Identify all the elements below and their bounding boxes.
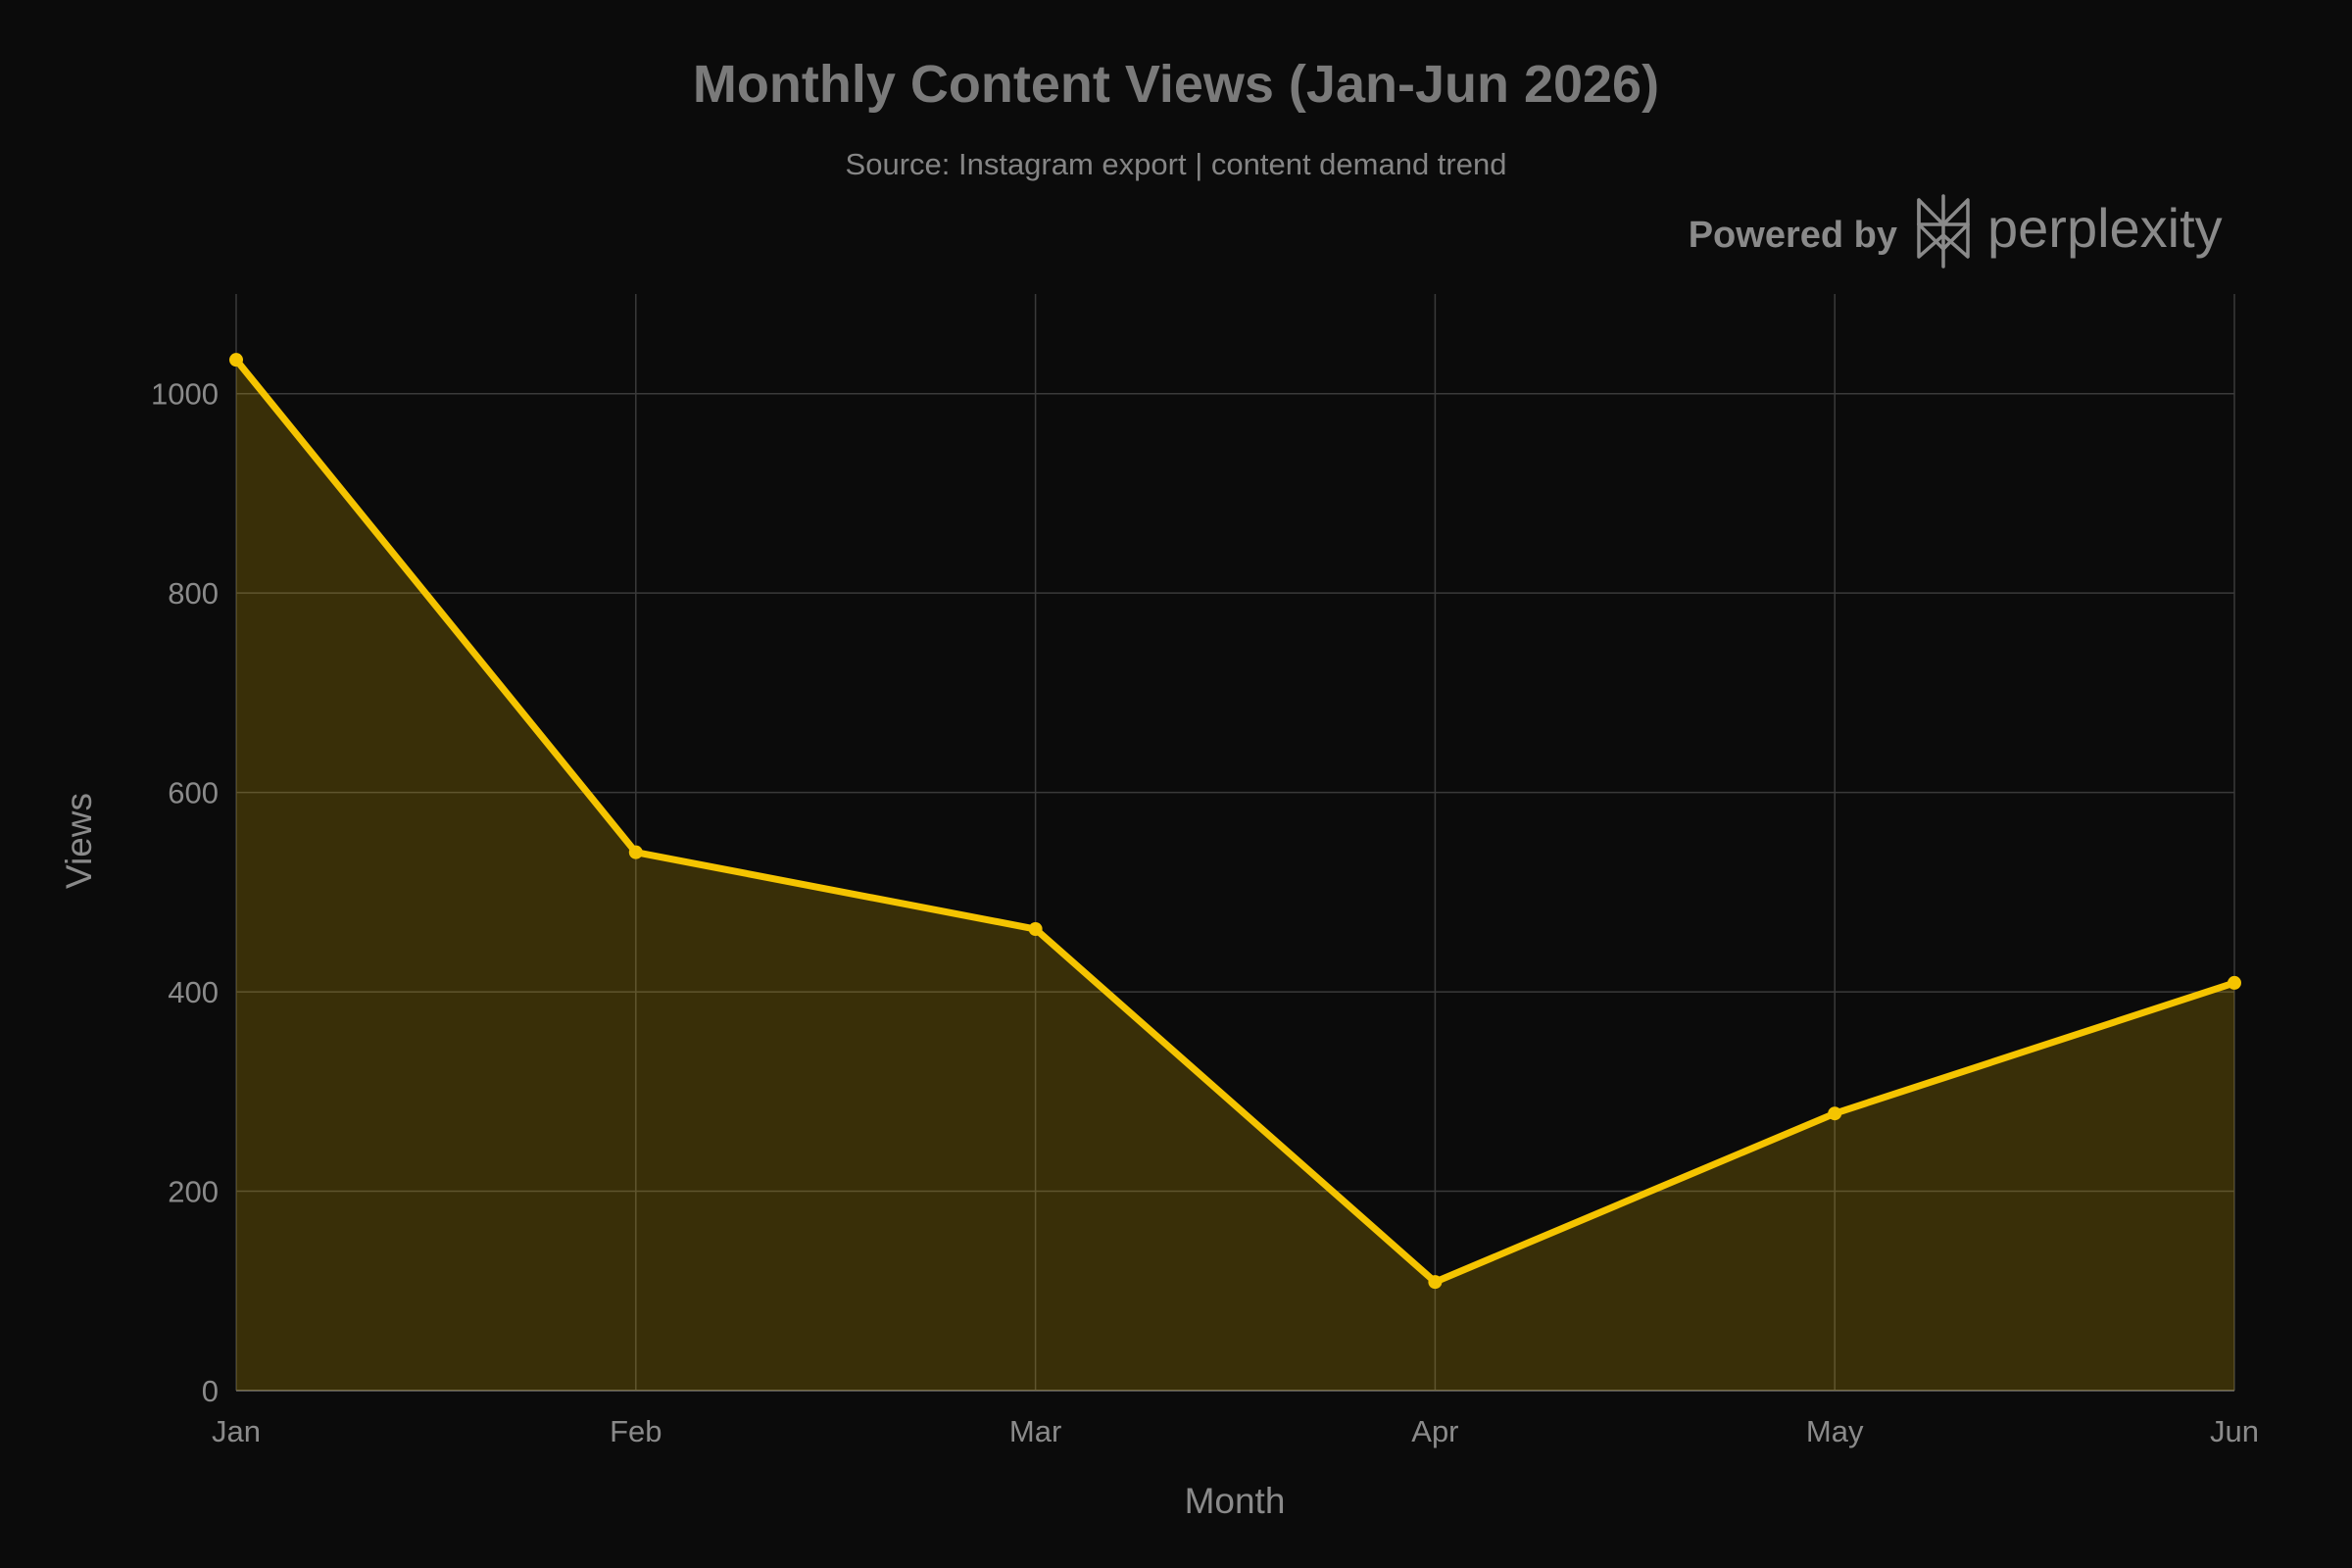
y-tick-label: 1000 (151, 377, 219, 412)
data-point (229, 353, 243, 368)
x-tick-label: Mar (1009, 1414, 1061, 1448)
data-point (1428, 1275, 1443, 1290)
y-tick-label: 200 (168, 1175, 219, 1209)
series-line (232, 356, 2238, 1286)
area-layer (236, 360, 2234, 1391)
perplexity-wordmark: perplexity (1987, 197, 2223, 259)
chart-subtitle: Source: Instagram export | content deman… (846, 147, 1507, 181)
y-axis-label: Views (59, 793, 99, 889)
x-tick-label: Apr (1411, 1414, 1458, 1448)
x-tick-label: Jun (2210, 1414, 2259, 1448)
y-axis-ticks: 0 200 400 600 800 1000 (151, 377, 219, 1408)
chart-title: Monthly Content Views (Jan-Jun 2026) (693, 55, 1659, 114)
powered-by-text: Powered by (1689, 215, 1897, 256)
data-point (1828, 1106, 1842, 1121)
data-point (628, 845, 643, 859)
series-area (236, 360, 2234, 1391)
y-tick-label: 0 (202, 1374, 219, 1408)
data-point (1028, 922, 1043, 937)
points-layer (229, 353, 2241, 1290)
x-axis-ticks: Jan Feb Mar Apr May Jun (212, 1414, 2259, 1448)
branding: Powered by perplexity (1689, 194, 2223, 269)
grid (235, 294, 2235, 1392)
y-tick-label: 600 (168, 776, 219, 810)
x-tick-label: May (1806, 1414, 1864, 1448)
x-axis-label: Month (1185, 1481, 1286, 1521)
y-tick-label: 400 (168, 975, 219, 1009)
x-tick-label: Feb (610, 1414, 662, 1448)
y-tick-label: 800 (168, 576, 219, 611)
x-tick-label: Jan (212, 1414, 261, 1448)
perplexity-logo-icon (1917, 194, 1970, 269)
line-layer (232, 356, 2238, 1286)
data-point (2228, 975, 2241, 990)
